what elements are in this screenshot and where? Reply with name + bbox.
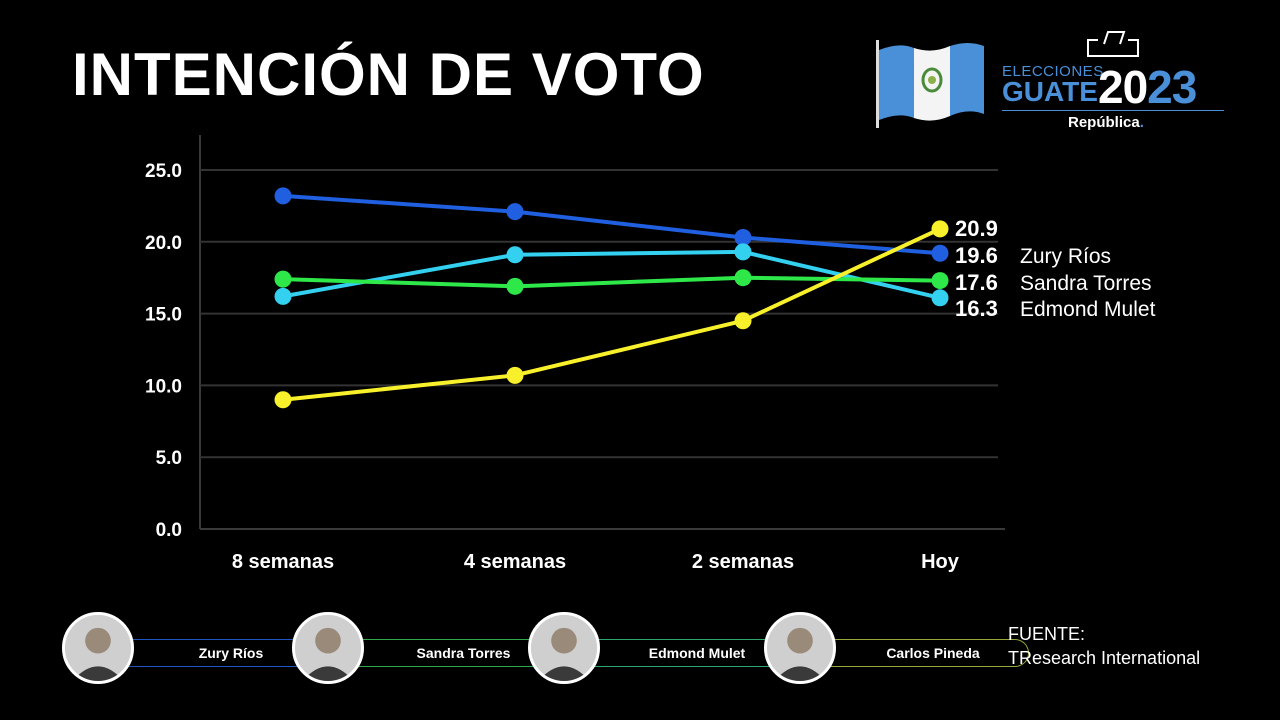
avatar [764, 612, 836, 684]
x-tick-label: 4 semanas [464, 551, 566, 573]
data-point [506, 277, 524, 295]
y-tick-label: 0.0 [156, 520, 182, 541]
y-tick-label: 25.0 [145, 161, 182, 182]
y-axis-ticks: 0.0 5.0 10.0 15.0 20.0 25.0 [145, 161, 182, 541]
source-note: FUENTE: TResearch International [1008, 622, 1200, 670]
end-value-sandra: 17.6 [955, 270, 998, 295]
y-tick-label: 5.0 [156, 448, 182, 469]
candidate-name: Carlos Pineda [824, 639, 1029, 667]
data-point [274, 391, 292, 409]
data-point [734, 312, 752, 330]
y-tick-label: 20.0 [145, 233, 182, 254]
y-tick-label: 10.0 [145, 376, 182, 397]
data-point [734, 228, 752, 246]
end-value-edmond: 16.3 [955, 296, 998, 321]
vote-intention-chart: 0.0 5.0 10.0 15.0 20.0 25.0 8 semanas 4 semana… [145, 135, 1156, 573]
logo-year: 2023 [1098, 60, 1197, 114]
data-point [931, 244, 949, 262]
person-icon [295, 615, 361, 681]
guatemala-flag-icon [876, 40, 984, 128]
series-line-3 [282, 227, 941, 402]
chart-grid [199, 135, 1005, 530]
page-title: INTENCIÓN DE VOTO [72, 41, 705, 108]
y-tick-label: 15.0 [145, 305, 182, 326]
data-point [734, 243, 752, 261]
data-point [274, 270, 292, 288]
logo-year-a: 20 [1098, 61, 1148, 113]
end-name-zury: Zury Ríos [1020, 245, 1111, 268]
series-line-0 [282, 193, 941, 256]
logo-republica-text: República [1068, 114, 1140, 131]
avatar [62, 612, 134, 684]
logo-divider [1002, 110, 1224, 111]
x-tick-label: 8 semanas [232, 551, 334, 573]
x-axis-ticks: 8 semanas 4 semanas 2 semanas Hoy [232, 551, 960, 573]
person-icon [531, 615, 597, 681]
data-point [506, 366, 524, 384]
chart-series [274, 187, 949, 409]
source-label: FUENTE: [1008, 624, 1086, 644]
logo-year-b: 23 [1147, 61, 1197, 113]
candidate-name: Edmond Mulet [588, 639, 793, 667]
x-tick-label: 2 semanas [692, 551, 794, 573]
end-value-zury: 19.6 [955, 243, 998, 268]
data-point [506, 246, 524, 264]
avatar [528, 612, 600, 684]
ballot-box-icon [1087, 31, 1139, 57]
series-line-1 [282, 275, 941, 289]
data-point [931, 220, 949, 238]
logo-republica: República. [1068, 114, 1144, 131]
end-name-sandra: Sandra Torres [1020, 272, 1152, 295]
data-point [274, 187, 292, 205]
logo-elecciones: ELECCIONES [1002, 63, 1104, 80]
data-point [506, 203, 524, 221]
data-point [274, 287, 292, 305]
data-point [931, 289, 949, 307]
person-icon [767, 615, 833, 681]
logo-republica-dot: . [1139, 114, 1144, 131]
end-name-edmond: Edmond Mulet [1020, 298, 1156, 321]
end-labels: 19.6 Zury Ríos 17.6 Sandra Torres 16.3 Edmond… [955, 216, 1156, 321]
data-point [734, 269, 752, 287]
logo-guate: GUATE [1002, 76, 1098, 107]
x-tick-label: Hoy [921, 551, 960, 573]
elecciones-guate-2023-logo: ELECCIONES GUATE 2023 República. [872, 30, 1232, 131]
person-icon [65, 615, 131, 681]
data-point [931, 272, 949, 290]
source-name: TResearch International [1008, 648, 1201, 668]
avatar [292, 612, 364, 684]
end-value-carlos: 20.9 [955, 216, 998, 241]
